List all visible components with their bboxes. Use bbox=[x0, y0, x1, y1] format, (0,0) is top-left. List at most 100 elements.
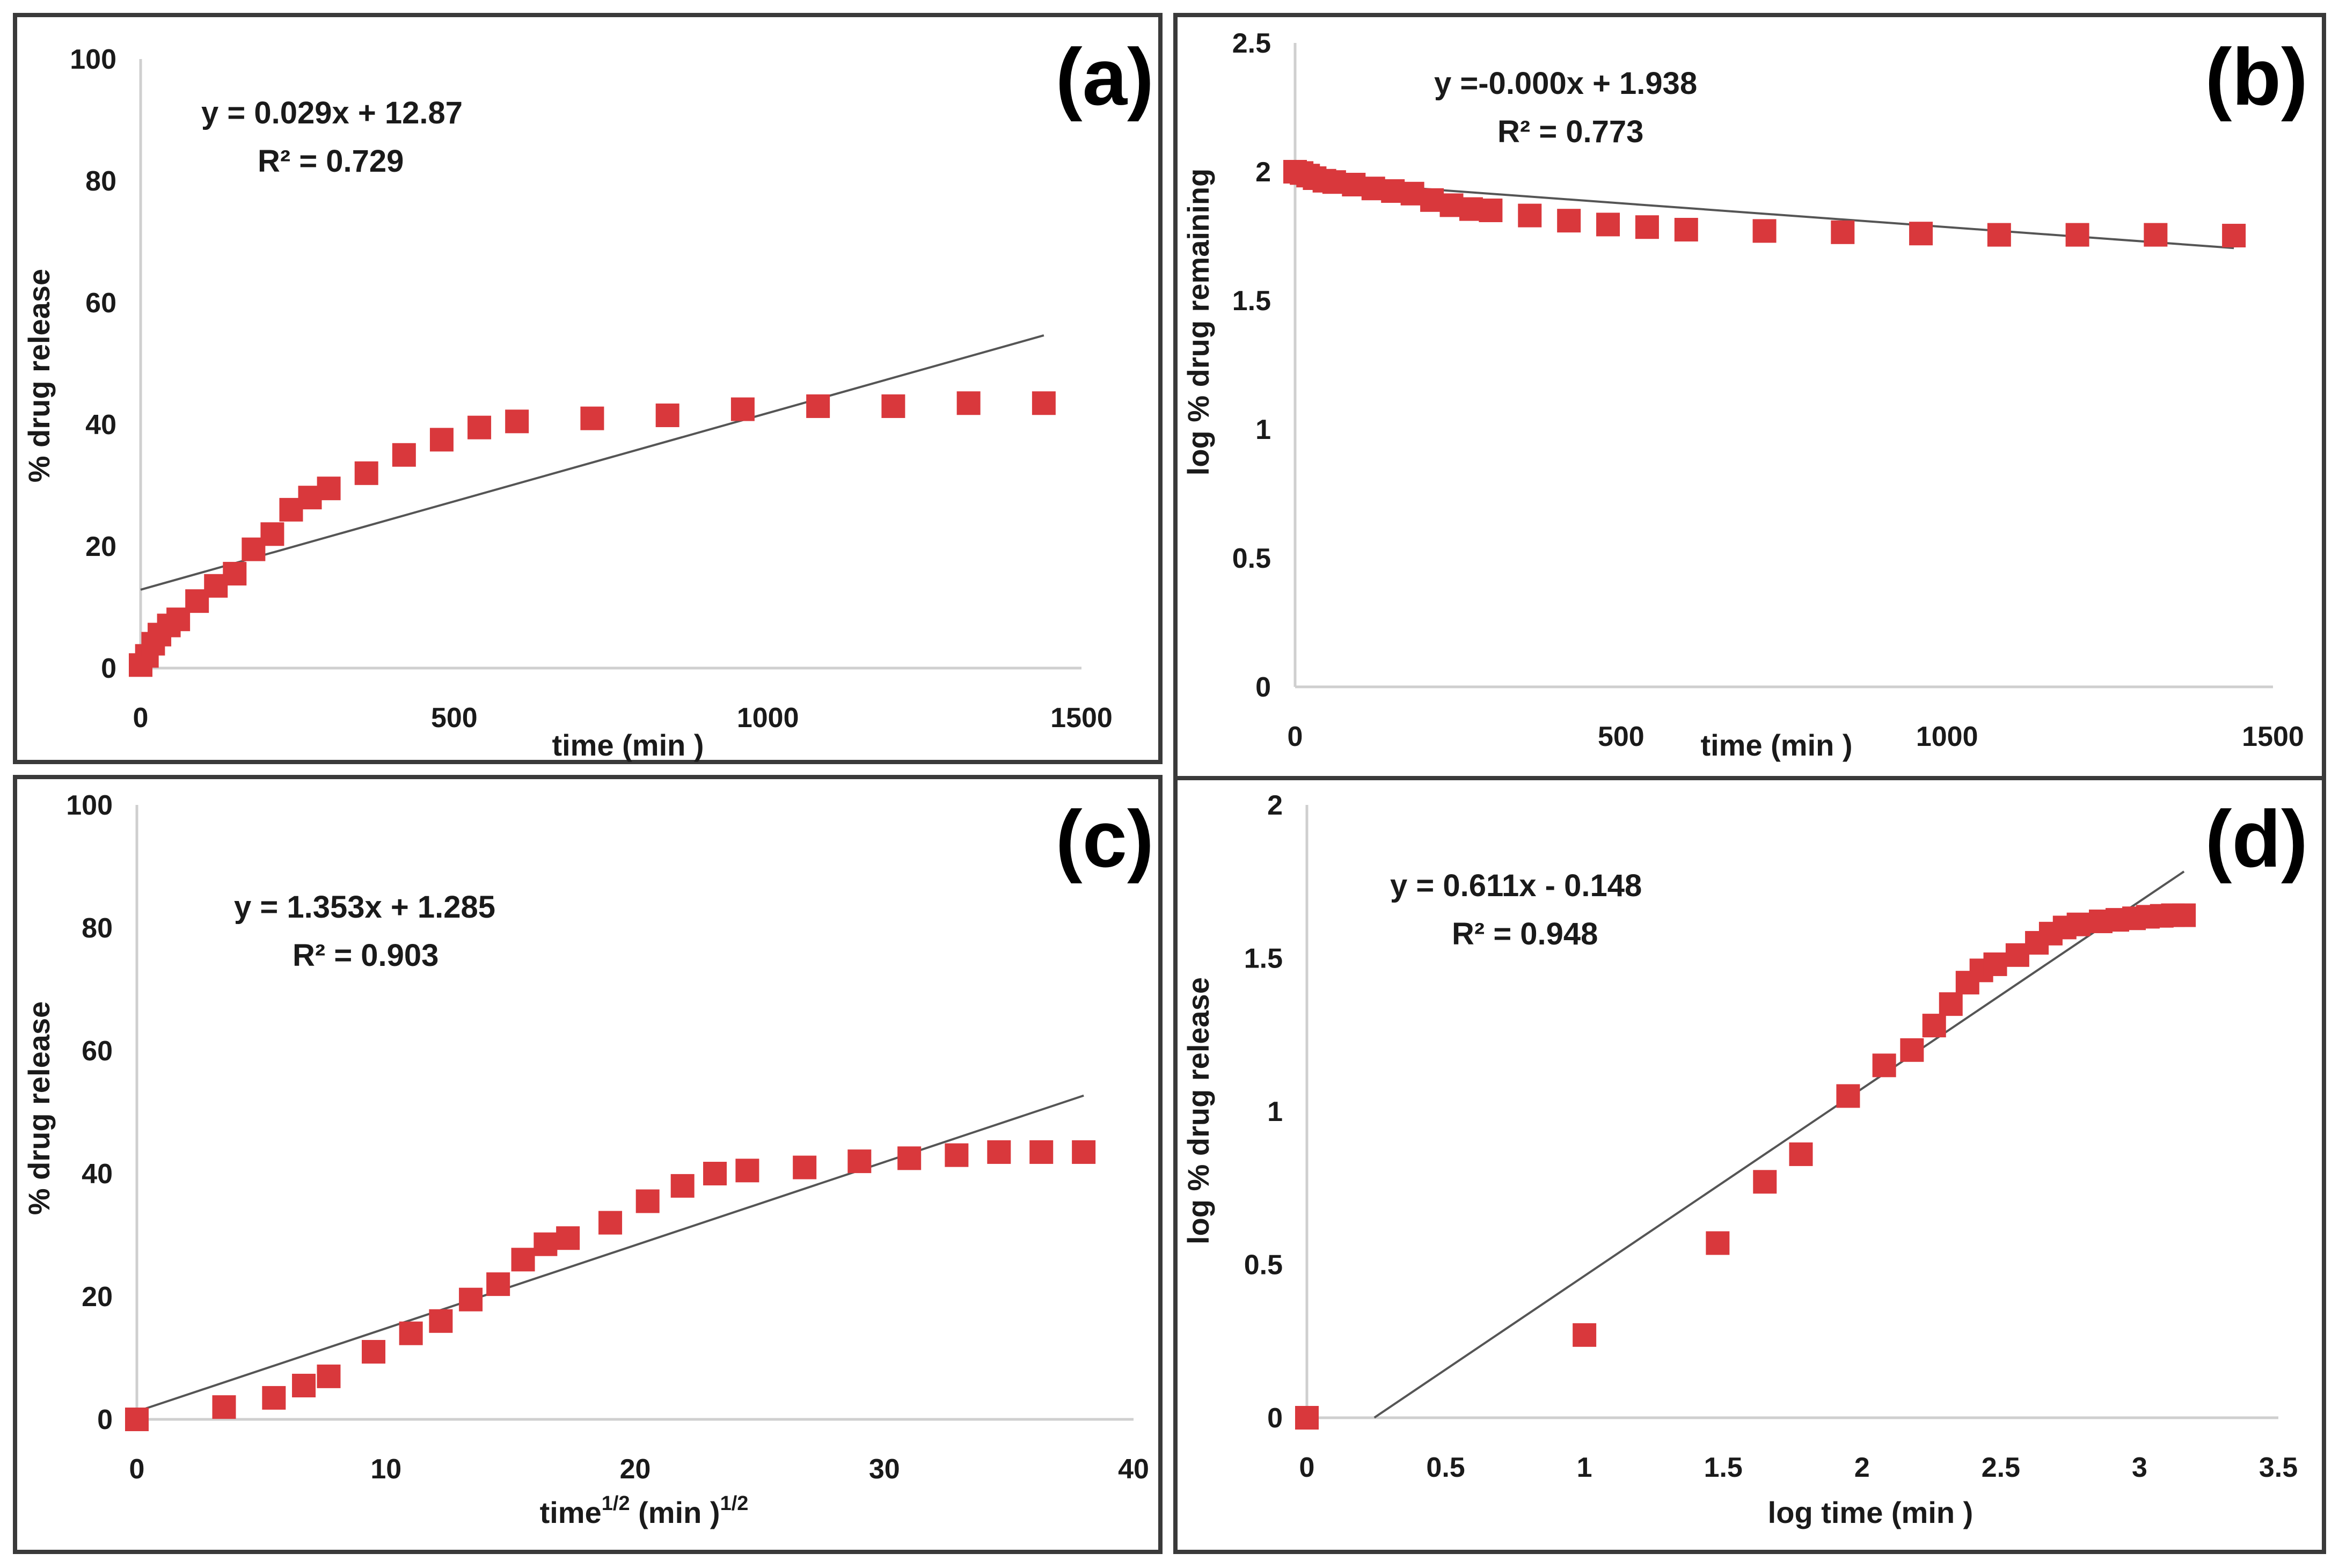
trend-line bbox=[140, 334, 1044, 591]
x-tick-label: 1500 bbox=[2242, 721, 2304, 752]
data-point bbox=[793, 1155, 817, 1179]
x-tick-label: 1.5 bbox=[1704, 1452, 1743, 1483]
x-tick-label: 500 bbox=[431, 702, 478, 734]
data-point bbox=[1596, 213, 1620, 237]
data-point bbox=[2144, 223, 2168, 247]
trend-equation: y =-0.000x + 1.938 bbox=[1434, 66, 1697, 101]
data-point bbox=[1753, 1170, 1777, 1194]
data-point bbox=[655, 403, 679, 427]
data-point bbox=[1029, 1140, 1054, 1164]
y-tick-label: 2 bbox=[1255, 157, 1271, 188]
y-tick-label: 2 bbox=[1267, 790, 1283, 821]
data-point bbox=[598, 1211, 623, 1235]
data-point bbox=[1706, 1231, 1730, 1255]
data-point bbox=[1909, 222, 1933, 246]
x-tick-label: 10 bbox=[370, 1454, 401, 1485]
y-tick-label: 2.5 bbox=[1232, 28, 1271, 59]
x-tick-label: 500 bbox=[1598, 721, 1644, 752]
data-point bbox=[2066, 912, 2091, 936]
data-point bbox=[223, 562, 247, 586]
data-point bbox=[429, 1309, 453, 1333]
trend-line bbox=[1373, 870, 2185, 1419]
data-point bbox=[392, 443, 416, 467]
data-point bbox=[317, 477, 341, 501]
data-point bbox=[212, 1395, 236, 1419]
data-point bbox=[399, 1321, 423, 1345]
r-squared-label: R² = 0.729 bbox=[258, 144, 404, 179]
y-tick-label: 1 bbox=[1267, 1096, 1283, 1127]
data-point bbox=[1635, 215, 1659, 239]
y-axis-title: log % drug remaining bbox=[1181, 168, 1215, 475]
data-point bbox=[897, 1146, 922, 1170]
data-point bbox=[730, 397, 755, 421]
x-tick-label: 3.5 bbox=[2259, 1452, 2298, 1483]
x-tick-label: 20 bbox=[620, 1454, 651, 1485]
data-point bbox=[1939, 992, 1963, 1016]
x-tick-label: 0 bbox=[1288, 721, 1303, 752]
trend-line bbox=[136, 1094, 1084, 1413]
data-point bbox=[260, 522, 284, 546]
x-tick-label: 2 bbox=[1854, 1452, 1870, 1483]
trend-equation: y = 1.353x + 1.285 bbox=[234, 890, 495, 925]
data-point bbox=[670, 1174, 695, 1198]
data-point bbox=[362, 1340, 386, 1364]
y-tick-label: 0 bbox=[101, 653, 116, 684]
data-point bbox=[635, 1189, 660, 1213]
y-tick-label: 80 bbox=[82, 913, 113, 944]
data-point bbox=[1295, 1406, 1319, 1430]
data-point bbox=[2065, 223, 2089, 247]
data-point bbox=[1573, 1323, 1597, 1347]
y-tick-label: 100 bbox=[66, 790, 113, 821]
data-point bbox=[1479, 199, 1503, 222]
data-point bbox=[2222, 224, 2246, 248]
data-point bbox=[292, 1374, 316, 1398]
panel-label: (a) bbox=[1056, 32, 1154, 122]
y-axis-title: % drug release bbox=[22, 1001, 56, 1215]
data-point bbox=[881, 394, 905, 418]
panel-frame bbox=[13, 13, 1163, 764]
x-tick-label: 1000 bbox=[737, 702, 799, 734]
y-tick-label: 40 bbox=[82, 1159, 113, 1190]
x-tick-label: 3 bbox=[2132, 1452, 2147, 1483]
x-tick-label: 1000 bbox=[1916, 721, 1978, 752]
x-axis-title: time1/2 (min )1/2 bbox=[540, 1492, 749, 1529]
r-squared-label: R² = 0.948 bbox=[1452, 917, 1598, 951]
trend-equation: y = 0.611x - 0.148 bbox=[1390, 868, 1642, 903]
data-point bbox=[429, 428, 454, 452]
data-point bbox=[2172, 903, 2196, 927]
data-point bbox=[459, 1287, 483, 1311]
data-point bbox=[262, 1386, 286, 1410]
data-point bbox=[533, 1232, 558, 1256]
x-tick-label: 0 bbox=[129, 1454, 145, 1485]
panel-label: (c) bbox=[1056, 794, 1154, 884]
chart-panel-d: 0 0.5 1 1.5 2 0 0.5 1 1.5 2 2.5 3 3.5 log % drug rele… bbox=[1173, 776, 2326, 1554]
y-tick-label: 20 bbox=[85, 531, 116, 562]
panel-label: (d) bbox=[2205, 794, 2308, 884]
data-point bbox=[125, 1408, 149, 1431]
x-axis-title: log time (min ) bbox=[1768, 1496, 1973, 1529]
x-tick-label: 1 bbox=[1577, 1452, 1592, 1483]
data-point bbox=[1983, 952, 2007, 976]
x-tick-label: 40 bbox=[1118, 1454, 1149, 1485]
y-tick-label: 1.5 bbox=[1232, 285, 1271, 317]
data-point bbox=[1072, 1140, 1096, 1164]
data-point bbox=[847, 1149, 872, 1174]
x-tick-label: 30 bbox=[869, 1454, 900, 1485]
y-tick-label: 0 bbox=[1267, 1403, 1283, 1434]
y-tick-label: 60 bbox=[82, 1036, 113, 1067]
data-point bbox=[1872, 1053, 1896, 1078]
x-axis-title: time (min ) bbox=[1700, 728, 1852, 762]
y-tick-label: 40 bbox=[85, 409, 116, 441]
y-tick-label: 100 bbox=[70, 44, 116, 75]
y-tick-label: 60 bbox=[85, 288, 116, 319]
y-axis-title: % drug release bbox=[22, 269, 56, 482]
data-point bbox=[1836, 1084, 1860, 1108]
data-point bbox=[987, 1140, 1011, 1164]
y-tick-label: 20 bbox=[82, 1281, 113, 1313]
data-point bbox=[1752, 219, 1777, 243]
trend-equation: y = 0.029x + 12.87 bbox=[201, 96, 463, 130]
data-point bbox=[467, 415, 492, 439]
data-point bbox=[1900, 1038, 1924, 1062]
data-point bbox=[1987, 223, 2011, 247]
x-tick-label: 0.5 bbox=[1426, 1452, 1465, 1483]
